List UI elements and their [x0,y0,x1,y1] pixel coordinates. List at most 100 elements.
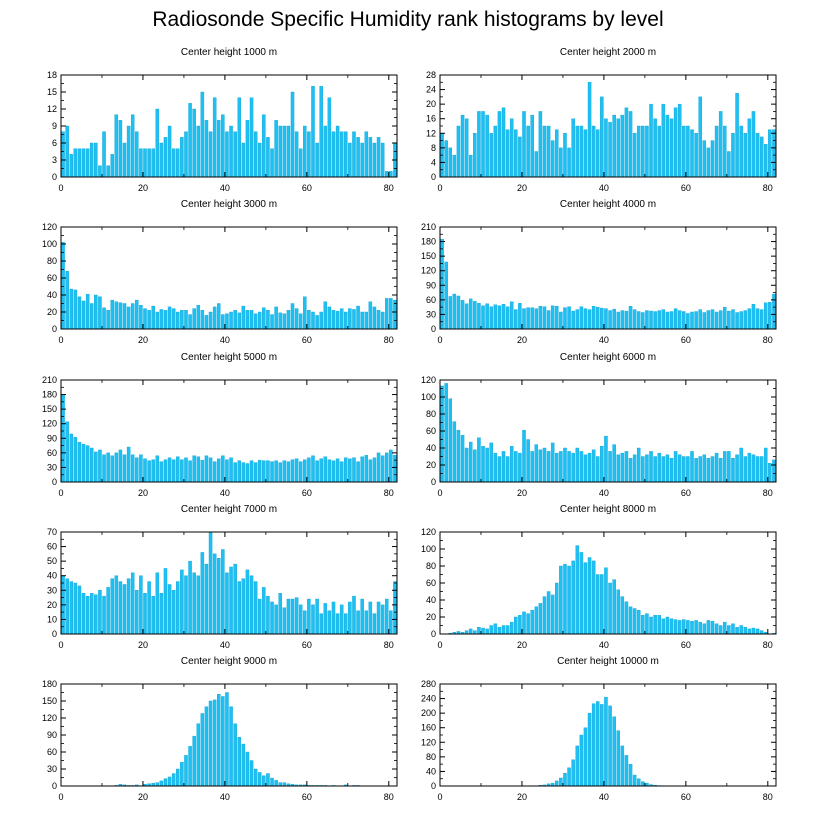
histogram-bar [653,456,657,483]
histogram-bar [147,460,151,483]
histogram-bar [571,560,575,635]
histogram-bar [546,591,551,635]
y-tick-label: 0 [52,477,57,487]
y-tick-label: 90 [47,730,57,740]
histogram-bar [636,447,641,483]
histogram-bar [534,308,539,330]
x-tick-label: 0 [58,183,63,193]
y-tick-label: 0 [52,629,57,639]
histogram-bar [559,451,563,483]
y-tick-label: 0 [431,477,436,487]
histogram-bar [448,147,453,178]
y-tick-label: 80 [426,409,436,419]
histogram-bar [208,457,213,483]
x-tick-label: 80 [763,792,773,802]
histogram-bar [233,131,237,178]
y-tick-label: 100 [421,392,436,402]
histogram-bar [669,618,674,635]
histogram-bar [731,133,735,178]
histogram-bar [368,301,373,330]
histogram-bar [505,456,510,483]
x-tick-label: 60 [302,335,312,345]
histogram-bar [657,310,661,330]
histogram-bar [718,625,723,635]
histogram-bar [583,562,588,635]
histogram-bar [493,452,498,483]
histogram-bar [237,312,241,330]
histogram-bar [323,125,328,178]
histogram-bar [77,296,82,330]
histogram-bar [176,768,180,787]
histogram-bar [212,553,217,635]
histogram-bar [159,780,164,787]
histogram-bar [233,310,237,330]
histogram-bar [604,696,608,787]
histogram-bar [94,594,98,635]
histogram-bar [628,305,633,330]
histogram-bar [311,86,315,178]
histogram-bar [571,118,575,178]
histogram-bar [579,552,584,635]
histogram-bar [188,460,192,483]
histogram-bar [698,456,702,483]
histogram-bar [253,768,258,787]
histogram-bar [604,435,608,483]
histogram-bar [94,451,98,483]
histogram-bar [61,131,65,178]
histogram-bar [143,593,147,635]
histogram-bar [723,306,727,330]
y-tick-label: 18 [47,70,57,80]
y-tick-label: 120 [421,375,436,385]
histogram-bar [303,459,307,483]
histogram-bar [563,773,567,787]
histogram-bar [266,310,270,330]
histogram-bar [538,449,543,483]
histogram-bar [225,131,229,178]
x-tick-label: 20 [138,792,148,802]
histogram-bar [229,706,233,787]
histogram-bar [473,449,477,483]
histogram-bar [151,595,155,635]
x-tick-label: 0 [58,640,63,650]
histogram-bar [274,604,278,635]
histogram-bar [591,125,596,178]
histogram-bar [192,572,196,635]
histogram-bar [604,567,608,635]
histogram-bar [673,619,678,635]
histogram-bar [669,118,674,178]
histogram-bar [591,449,596,483]
histogram-bar [286,310,291,330]
histogram-bar [348,458,352,483]
histogram-bar [612,444,616,483]
histogram-bar [184,755,188,787]
histogram-bar [743,310,748,330]
histogram-bar [155,572,160,635]
histogram-bar [468,298,473,330]
y-tick-label: 180 [42,390,57,400]
histogram-bar [772,293,776,330]
histogram-bar [653,615,657,635]
histogram-bar [130,454,135,483]
histogram-bar [682,311,686,330]
histogram-bar [530,307,534,330]
y-tick-label: 20 [426,99,436,109]
y-tick-label: 8 [431,143,436,153]
y-tick-label: 0 [431,629,436,639]
histogram-bar [77,148,82,178]
histogram-bar [286,125,291,178]
histogram-bar [669,458,674,483]
histogram-bar [352,457,356,483]
histogram-bar [739,311,743,330]
histogram-bar [538,603,543,635]
histogram-bar [385,452,389,483]
histogram-bar [331,131,336,178]
histogram-bar [184,131,188,178]
histogram-bar [587,309,592,330]
histogram-bar [94,294,98,330]
histogram-bar [81,593,86,635]
y-tick-label: 90 [426,280,436,290]
histogram-bar [661,456,666,483]
histogram-bar [85,595,90,635]
x-tick-label: 80 [384,640,394,650]
histogram-bar [151,459,155,483]
